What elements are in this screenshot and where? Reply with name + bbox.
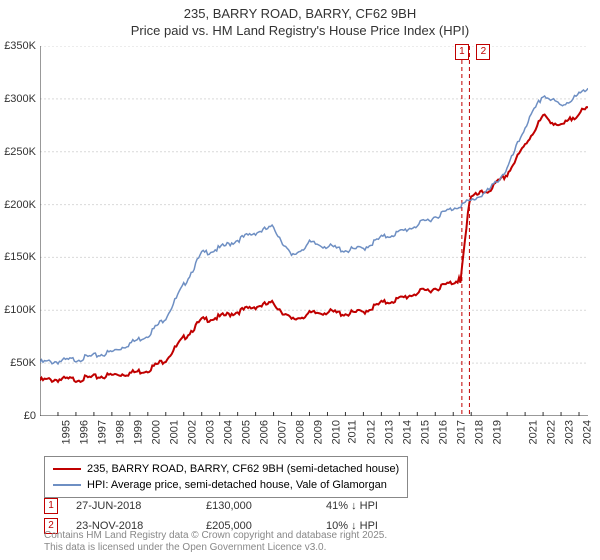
x-axis-label: 2013: [384, 420, 396, 444]
sale-marker-2: 2: [476, 44, 490, 60]
sale-marker-1: 1: [455, 44, 469, 60]
y-axis-label: £300K: [4, 93, 36, 105]
x-axis-label: 1996: [78, 420, 90, 444]
x-axis-label: 2022: [546, 420, 558, 444]
x-axis-label: 2001: [168, 420, 180, 444]
x-axis-label: 2000: [150, 420, 162, 444]
x-axis-label: 2015: [420, 420, 432, 444]
series-price_paid: [40, 107, 588, 382]
x-axis-label: 2007: [276, 420, 288, 444]
y-axis-label: £0: [24, 410, 36, 422]
sale-date: 27-JUN-2018: [76, 500, 206, 512]
x-axis-label: 2005: [240, 420, 252, 444]
x-axis-label: 2009: [312, 420, 324, 444]
x-axis-label: 2018: [474, 420, 486, 444]
x-axis-label: 2023: [564, 420, 576, 444]
x-axis-label: 2024: [582, 420, 594, 444]
legend-row: HPI: Average price, semi-detached house,…: [53, 477, 399, 493]
legend: 235, BARRY ROAD, BARRY, CF62 9BH (semi-d…: [44, 456, 408, 498]
x-axis-label: 1997: [96, 420, 108, 444]
x-axis-label: 2011: [347, 420, 359, 444]
footer: Contains HM Land Registry data © Crown c…: [44, 530, 387, 554]
y-axis-label: £150K: [4, 251, 36, 263]
footer-line1: Contains HM Land Registry data © Crown c…: [44, 530, 387, 542]
x-axis-label: 2006: [258, 420, 270, 444]
sale-row: 1 27-JUN-2018£130,00041% ↓ HPI: [44, 498, 378, 514]
sale-delta: 41% ↓ HPI: [326, 500, 378, 512]
footer-line2: This data is licensed under the Open Gov…: [44, 542, 387, 554]
y-axis-label: £50K: [10, 357, 36, 369]
chart-area: £0£50K£100K£150K£200K£250K£300K£350K 199…: [40, 46, 588, 416]
x-axis-label: 2012: [366, 420, 378, 444]
legend-label: HPI: Average price, semi-detached house,…: [87, 479, 387, 491]
legend-swatch: [53, 468, 81, 470]
y-axis-label: £100K: [4, 304, 36, 316]
x-axis-label: 1995: [60, 420, 72, 444]
x-axis-label: 2002: [186, 420, 198, 444]
legend-swatch: [53, 484, 81, 486]
chart-container: 235, BARRY ROAD, BARRY, CF62 9BH Price p…: [0, 0, 600, 560]
legend-row: 235, BARRY ROAD, BARRY, CF62 9BH (semi-d…: [53, 461, 399, 477]
sale-price: £130,000: [206, 500, 326, 512]
legend-label: 235, BARRY ROAD, BARRY, CF62 9BH (semi-d…: [87, 463, 399, 475]
x-axis-label: 1999: [132, 420, 144, 444]
x-axis-label: 2003: [204, 420, 216, 444]
x-axis-label: 1998: [114, 420, 126, 444]
x-axis-label: 2019: [492, 420, 504, 444]
x-axis-label: 2016: [438, 420, 450, 444]
chart-svg: [40, 46, 588, 416]
x-axis-label: 2010: [330, 420, 342, 444]
chart-title-line1: 235, BARRY ROAD, BARRY, CF62 9BH: [0, 0, 600, 23]
y-axis-label: £250K: [4, 146, 36, 158]
x-axis-label: 2021: [528, 420, 540, 444]
y-axis-label: £200K: [4, 199, 36, 211]
y-axis-label: £350K: [4, 40, 36, 52]
sale-row-marker: 1: [44, 498, 58, 514]
series-hpi: [40, 88, 588, 364]
x-axis-label: 2017: [456, 420, 468, 444]
x-axis-label: 2014: [402, 420, 414, 444]
x-axis-label: 2004: [222, 420, 234, 444]
x-axis-label: 2008: [294, 420, 306, 444]
chart-title-line2: Price paid vs. HM Land Registry's House …: [0, 23, 600, 40]
